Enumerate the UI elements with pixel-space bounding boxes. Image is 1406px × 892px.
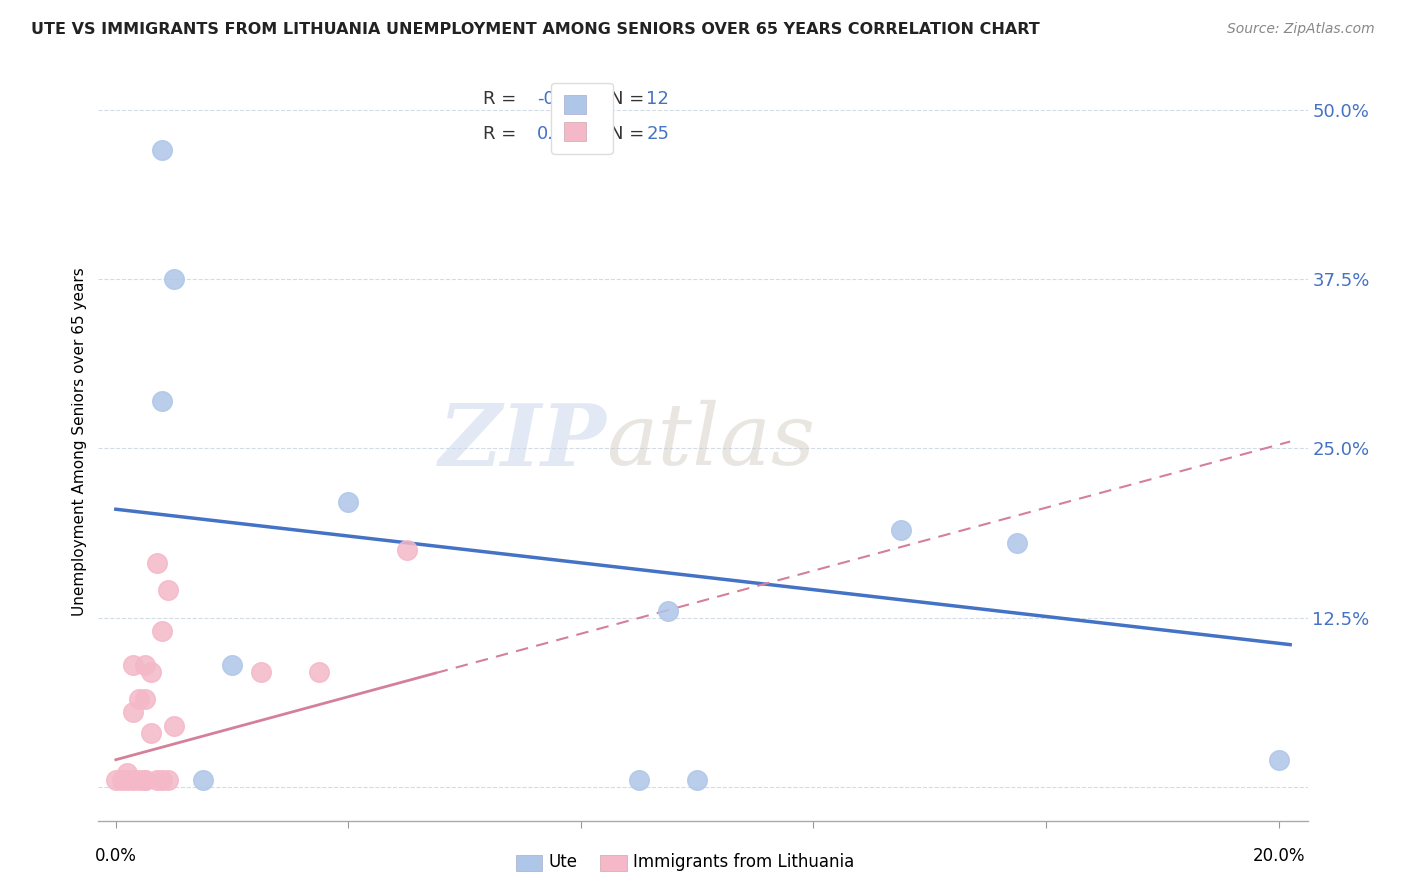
Point (134, 772, 156, 787)
Point (163, 272, 186, 286)
Point (145, 772, 167, 787)
Point (221, 657, 243, 672)
Point (686, 772, 709, 787)
Text: N =: N = (610, 126, 650, 144)
Text: R =: R = (482, 126, 522, 144)
Point (628, 772, 651, 787)
Point (122, 772, 145, 787)
Text: 0.0%: 0.0% (96, 847, 136, 865)
Point (150, 624, 173, 639)
Point (117, 766, 139, 780)
Point (134, 657, 156, 672)
Point (308, 665, 330, 679)
FancyBboxPatch shape (516, 855, 543, 871)
Text: ZIP: ZIP (439, 400, 606, 483)
Text: 12: 12 (647, 90, 669, 108)
Point (890, 523, 912, 537)
Point (117, 772, 139, 787)
Point (150, 144, 173, 158)
Point (250, 665, 273, 679)
Point (139, 665, 162, 679)
Text: 25: 25 (647, 126, 669, 144)
Point (395, 542, 418, 557)
Point (111, 772, 134, 787)
Text: Source: ZipAtlas.com: Source: ZipAtlas.com (1227, 22, 1375, 37)
Text: 0.415: 0.415 (537, 126, 589, 144)
Point (104, 772, 127, 787)
Point (337, 495, 360, 509)
Point (163, 719, 186, 733)
Point (139, 725, 162, 739)
Point (150, 393, 173, 408)
Point (122, 706, 145, 720)
Point (157, 772, 180, 787)
Point (157, 583, 180, 598)
Point (191, 772, 214, 787)
Point (122, 657, 145, 672)
Text: Immigrants from Lithuania: Immigrants from Lithuania (633, 854, 853, 871)
Point (128, 691, 150, 706)
Text: N =: N = (610, 90, 650, 108)
FancyBboxPatch shape (600, 855, 627, 871)
Text: atlas: atlas (606, 401, 815, 483)
Point (134, 772, 156, 787)
Point (1267, 753, 1289, 767)
Text: 20.0%: 20.0% (1253, 847, 1305, 865)
Point (128, 772, 150, 787)
Point (145, 557, 167, 571)
Point (150, 772, 173, 787)
Point (657, 604, 679, 618)
Text: R =: R = (482, 90, 522, 108)
Text: Ute: Ute (548, 854, 578, 871)
Text: -0.128: -0.128 (537, 90, 595, 108)
Text: UTE VS IMMIGRANTS FROM LITHUANIA UNEMPLOYMENT AMONG SENIORS OVER 65 YEARS CORREL: UTE VS IMMIGRANTS FROM LITHUANIA UNEMPLO… (31, 22, 1039, 37)
Point (1005, 536, 1028, 550)
Point (134, 691, 156, 706)
Legend: , : , (551, 83, 613, 154)
Y-axis label: Unemployment Among Seniors over 65 years: Unemployment Among Seniors over 65 years (72, 268, 87, 615)
